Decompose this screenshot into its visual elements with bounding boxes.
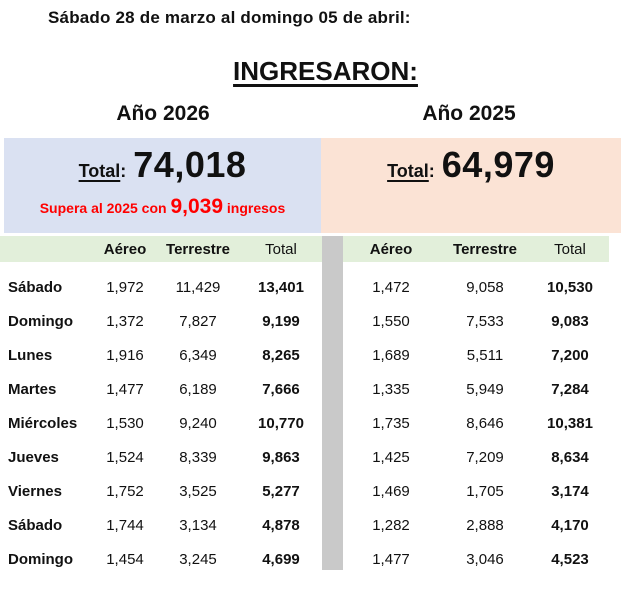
day-label: Martes xyxy=(8,380,57,398)
terrestre-value-2025: 1,705 xyxy=(466,482,504,500)
aereo-value-2025: 1,335 xyxy=(372,380,410,398)
aereo-value-2026: 1,372 xyxy=(106,312,144,330)
aereo-value-2026: 1,524 xyxy=(106,448,144,466)
terrestre-value-2025: 5,511 xyxy=(466,346,504,364)
aereo-value-2026: 1,744 xyxy=(106,516,144,534)
aereo-value-2025: 1,282 xyxy=(372,516,410,534)
aereo-value-2025: 1,550 xyxy=(372,312,410,330)
total-value-2026: 9,863 xyxy=(262,448,300,466)
total-value-2026: 5,277 xyxy=(262,482,300,500)
terrestre-value-2025: 7,209 xyxy=(466,448,504,466)
aereo-value-2025: 1,469 xyxy=(372,482,410,500)
total-value-2025: 7,200 xyxy=(551,346,589,364)
total-value-2025: 64,979 xyxy=(441,144,555,185)
total-value-2025: 9,083 xyxy=(551,312,589,330)
total-box-2026: Total: 74,018 Supera al 2025 con 9,039 i… xyxy=(4,138,321,233)
aereo-value-2025: 1,477 xyxy=(372,550,410,568)
header-empty-cell xyxy=(0,236,94,262)
terrestre-value-2026: 6,189 xyxy=(179,380,217,398)
terrestre-value-2025: 5,949 xyxy=(466,380,504,398)
total-value-2026: 10,770 xyxy=(258,414,304,432)
total-value-2025: 8,634 xyxy=(551,448,589,466)
aereo-value-2025: 1,425 xyxy=(372,448,410,466)
total-value-2025: 4,170 xyxy=(551,516,589,534)
terrestre-value-2026: 3,525 xyxy=(179,482,217,500)
date-range-title: Sábado 28 de marzo al domingo 05 de abri… xyxy=(48,8,411,27)
note-prefix: Supera al 2025 con xyxy=(39,200,171,216)
terrestre-value-2025: 7,533 xyxy=(466,312,504,330)
total-label-2025: Total: xyxy=(387,161,435,181)
terrestre-value-2025: 8,646 xyxy=(466,414,504,432)
header-aereo-2025: Aéreo xyxy=(343,236,439,262)
total-box-2025: Total: 64,979 xyxy=(321,138,621,233)
comparison-note: Supera al 2025 con 9,039 ingresos xyxy=(40,195,286,219)
day-label: Jueves xyxy=(8,448,59,466)
aereo-value-2026: 1,752 xyxy=(106,482,144,500)
aereo-value-2026: 1,916 xyxy=(106,346,144,364)
day-label: Sábado xyxy=(8,278,63,296)
header-terrestre-2025: Terrestre xyxy=(439,236,531,262)
total-value-2025: 4,523 xyxy=(551,550,589,568)
total-line-2026: Total: 74,018 xyxy=(79,144,247,186)
total-line-2025: Total: 64,979 xyxy=(387,144,555,186)
terrestre-value-2026: 11,429 xyxy=(175,278,221,296)
day-label: Viernes xyxy=(8,482,62,500)
table-2026: Aéreo Terrestre Total Sábado 1,972 11,429 1… xyxy=(0,236,322,576)
total-value-2026: 7,666 xyxy=(262,380,300,398)
terrestre-value-2026: 3,245 xyxy=(179,550,217,568)
header-terrestre-2026: Terrestre xyxy=(156,236,240,262)
total-value-2026: 13,401 xyxy=(258,278,304,296)
header-aereo-2026: Aéreo xyxy=(94,236,156,262)
total-value-2025: 10,530 xyxy=(547,278,593,296)
day-label: Domingo xyxy=(8,550,73,568)
aereo-value-2025: 1,735 xyxy=(372,414,410,432)
day-label: Domingo xyxy=(8,312,73,330)
terrestre-value-2026: 6,349 xyxy=(179,346,217,364)
table-divider-bar xyxy=(322,236,343,570)
aereo-value-2026: 1,530 xyxy=(106,414,144,432)
table-2025: Aéreo Terrestre Total 1,472 9,058 10,530 1,… xyxy=(343,236,609,576)
total-value-2025: 7,284 xyxy=(551,380,589,398)
total-value-2026: 74,018 xyxy=(133,144,247,185)
day-label: Miércoles xyxy=(8,414,78,432)
day-label: Sábado xyxy=(8,516,63,534)
total-value-2025: 10,381 xyxy=(547,414,593,432)
header-total-2025: Total xyxy=(531,236,609,262)
terrestre-value-2025: 2,888 xyxy=(466,516,504,534)
heading-wrap: INGRESARON: xyxy=(0,56,621,87)
aereo-value-2026: 1,477 xyxy=(106,380,144,398)
ingresaron-heading: INGRESARON: xyxy=(233,56,418,86)
total-value-2026: 4,699 xyxy=(262,550,300,568)
total-value-2026: 8,265 xyxy=(262,346,300,364)
aereo-value-2025: 1,472 xyxy=(372,278,410,296)
year-2026-label: Año 2026 xyxy=(116,102,210,125)
day-label: Lunes xyxy=(8,346,53,364)
total-label-2026: Total: xyxy=(78,161,127,181)
terrestre-value-2026: 8,339 xyxy=(179,448,217,466)
aereo-value-2026: 1,454 xyxy=(106,550,144,568)
terrestre-value-2025: 9,058 xyxy=(466,278,504,296)
note-difference-value: 9,039 xyxy=(170,195,224,218)
total-value-2026: 9,199 xyxy=(262,312,300,330)
terrestre-value-2026: 7,827 xyxy=(179,312,217,330)
note-suffix: ingresos xyxy=(223,200,286,216)
terrestre-value-2025: 3,046 xyxy=(466,550,504,568)
total-value-2026: 4,878 xyxy=(262,516,300,534)
total-value-2025: 3,174 xyxy=(551,482,589,500)
year-2025-label: Año 2025 xyxy=(422,102,516,125)
terrestre-value-2026: 9,240 xyxy=(179,414,217,432)
aereo-value-2026: 1,972 xyxy=(106,278,144,296)
header-total-2026: Total xyxy=(240,236,322,262)
terrestre-value-2026: 3,134 xyxy=(179,516,217,534)
aereo-value-2025: 1,689 xyxy=(372,346,410,364)
